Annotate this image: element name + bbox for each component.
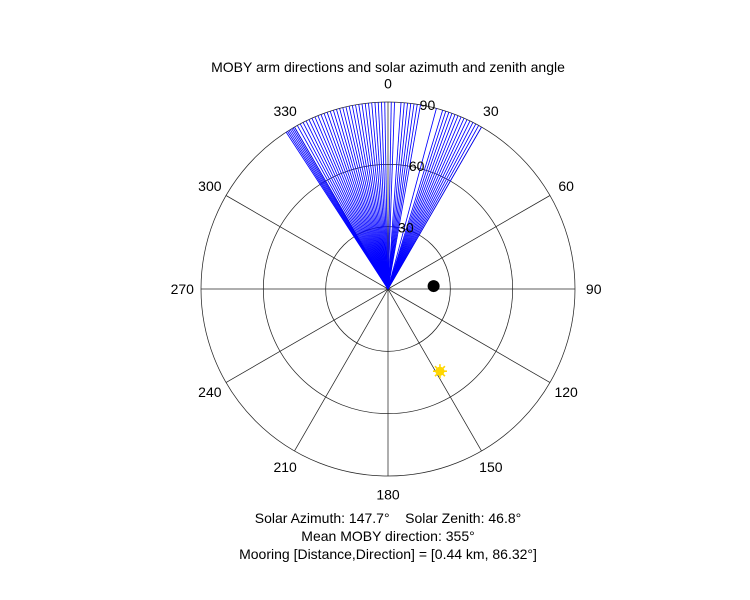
arm-direction-ray-38 (387, 102, 402, 290)
theta-tick-label-330: 330 (273, 103, 297, 119)
arm-direction-ray-29 (364, 103, 389, 290)
markers (427, 280, 447, 379)
arm-direction-ray-42 (387, 103, 415, 290)
arm-direction-ray-6 (294, 126, 389, 290)
arm-direction-ray-43 (387, 104, 418, 290)
r-grid-ring-60 (262, 163, 514, 415)
arm-direction-ray-21 (339, 108, 389, 290)
arm-direction-ray-44 (387, 104, 421, 290)
arm-direction-ray-54 (387, 119, 468, 290)
theta-tick-label-270: 270 (171, 281, 195, 297)
arm-direction-ray-56 (387, 122, 474, 290)
arm-direction-ray-55 (387, 120, 471, 290)
arm-direction-ray-18 (329, 111, 389, 290)
theta-grid-line-150 (387, 288, 482, 452)
arm-direction-ray-37 (387, 102, 395, 290)
arm-direction-ray-50 (387, 114, 456, 290)
arm-direction-ray-30 (368, 102, 389, 290)
axis-labels: 0 30 60 90 120 150 180 210 240 270 300 330 30 60 90 (171, 75, 602, 502)
theta-tick-label-210: 210 (273, 459, 297, 475)
r-grid-ring-90 (200, 101, 576, 477)
arm-direction-ray-52 (387, 116, 462, 290)
arm-direction-ray-8 (299, 123, 389, 290)
arm-direction-ray-46 (387, 110, 444, 290)
arm-direction-ray-27 (358, 104, 389, 290)
arm-direction-ray-33 (377, 102, 389, 290)
theta-tick-label-180: 180 (376, 487, 400, 503)
theta-grid-line-240 (225, 288, 389, 383)
arm-direction-rays (285, 102, 482, 290)
arm-direction-ray-35 (384, 102, 389, 290)
theta-tick-label-300: 300 (198, 178, 222, 194)
r-tick-label-90: 90 (420, 97, 436, 113)
arm-direction-ray-26 (355, 104, 389, 290)
arm-direction-ray-22 (342, 107, 389, 290)
arm-direction-ray-15 (320, 114, 389, 290)
arm-direction-ray-19 (332, 110, 389, 290)
arm-direction-ray-53 (387, 117, 465, 290)
theta-tick-label-120: 120 (554, 384, 578, 400)
theta-grid-line-210 (294, 288, 389, 452)
arm-direction-ray-10 (305, 120, 389, 290)
sun-marker (432, 364, 447, 379)
arm-direction-ray-25 (351, 105, 389, 290)
arm-direction-ray-49 (387, 113, 453, 290)
arm-direction-ray-59 (387, 126, 482, 290)
r-tick-label-30: 30 (398, 220, 414, 236)
arm-direction-ray-32 (374, 102, 389, 290)
arm-direction-ray-28 (361, 103, 389, 290)
arm-direction-ray-47 (387, 111, 447, 290)
arm-direction-ray-57 (387, 123, 477, 290)
arm-direction-ray-20 (336, 109, 389, 290)
arm-direction-ray-36 (387, 102, 392, 290)
solar-angles-text: Solar Azimuth: 147.7° Solar Zenith: 46.8… (255, 510, 521, 526)
arm-direction-ray-16 (323, 113, 389, 290)
arm-direction-ray-58 (387, 125, 480, 290)
theta-tick-label-60: 60 (558, 178, 574, 194)
theta-grid-line-60 (387, 195, 551, 290)
mean-direction-text: Mean MOBY direction: 355° (301, 528, 474, 544)
arm-direction-ray-17 (326, 112, 389, 290)
r-grid-ring-30 (325, 226, 451, 352)
mooring-text: Mooring [Distance,Direction] = [0.44 km,… (239, 546, 537, 562)
arm-direction-ray-14 (317, 115, 389, 290)
theta-tick-label-30: 30 (483, 103, 499, 119)
arm-direction-ray-24 (348, 105, 389, 290)
arm-direction-ray-31 (371, 102, 389, 290)
theta-grid-line-300 (225, 195, 389, 290)
mooring-marker (427, 280, 440, 293)
arm-direction-ray-23 (345, 106, 389, 290)
theta-tick-label-90: 90 (586, 281, 602, 297)
arm-direction-ray-34 (381, 102, 389, 290)
r-tick-label-60: 60 (409, 158, 425, 174)
chart-title: MOBY arm directions and solar azimuth an… (211, 59, 565, 75)
arm-direction-ray-40 (387, 102, 408, 290)
arm-direction-ray-45 (387, 108, 437, 290)
arm-direction-ray-41 (387, 103, 412, 290)
arm-direction-ray-51 (387, 115, 459, 290)
arm-direction-ray-13 (314, 116, 389, 290)
theta-grid-line-120 (387, 288, 551, 383)
arm-direction-ray-39 (387, 102, 405, 290)
theta-tick-label-150: 150 (479, 459, 503, 475)
arm-direction-ray-9 (302, 122, 389, 290)
arm-direction-ray-11 (308, 119, 389, 290)
arm-direction-ray-12 (311, 117, 389, 290)
arm-direction-ray-7 (296, 125, 389, 290)
theta-tick-label-240: 240 (198, 384, 222, 400)
theta-tick-label-0: 0 (384, 75, 392, 91)
arm-direction-ray-48 (387, 112, 450, 290)
